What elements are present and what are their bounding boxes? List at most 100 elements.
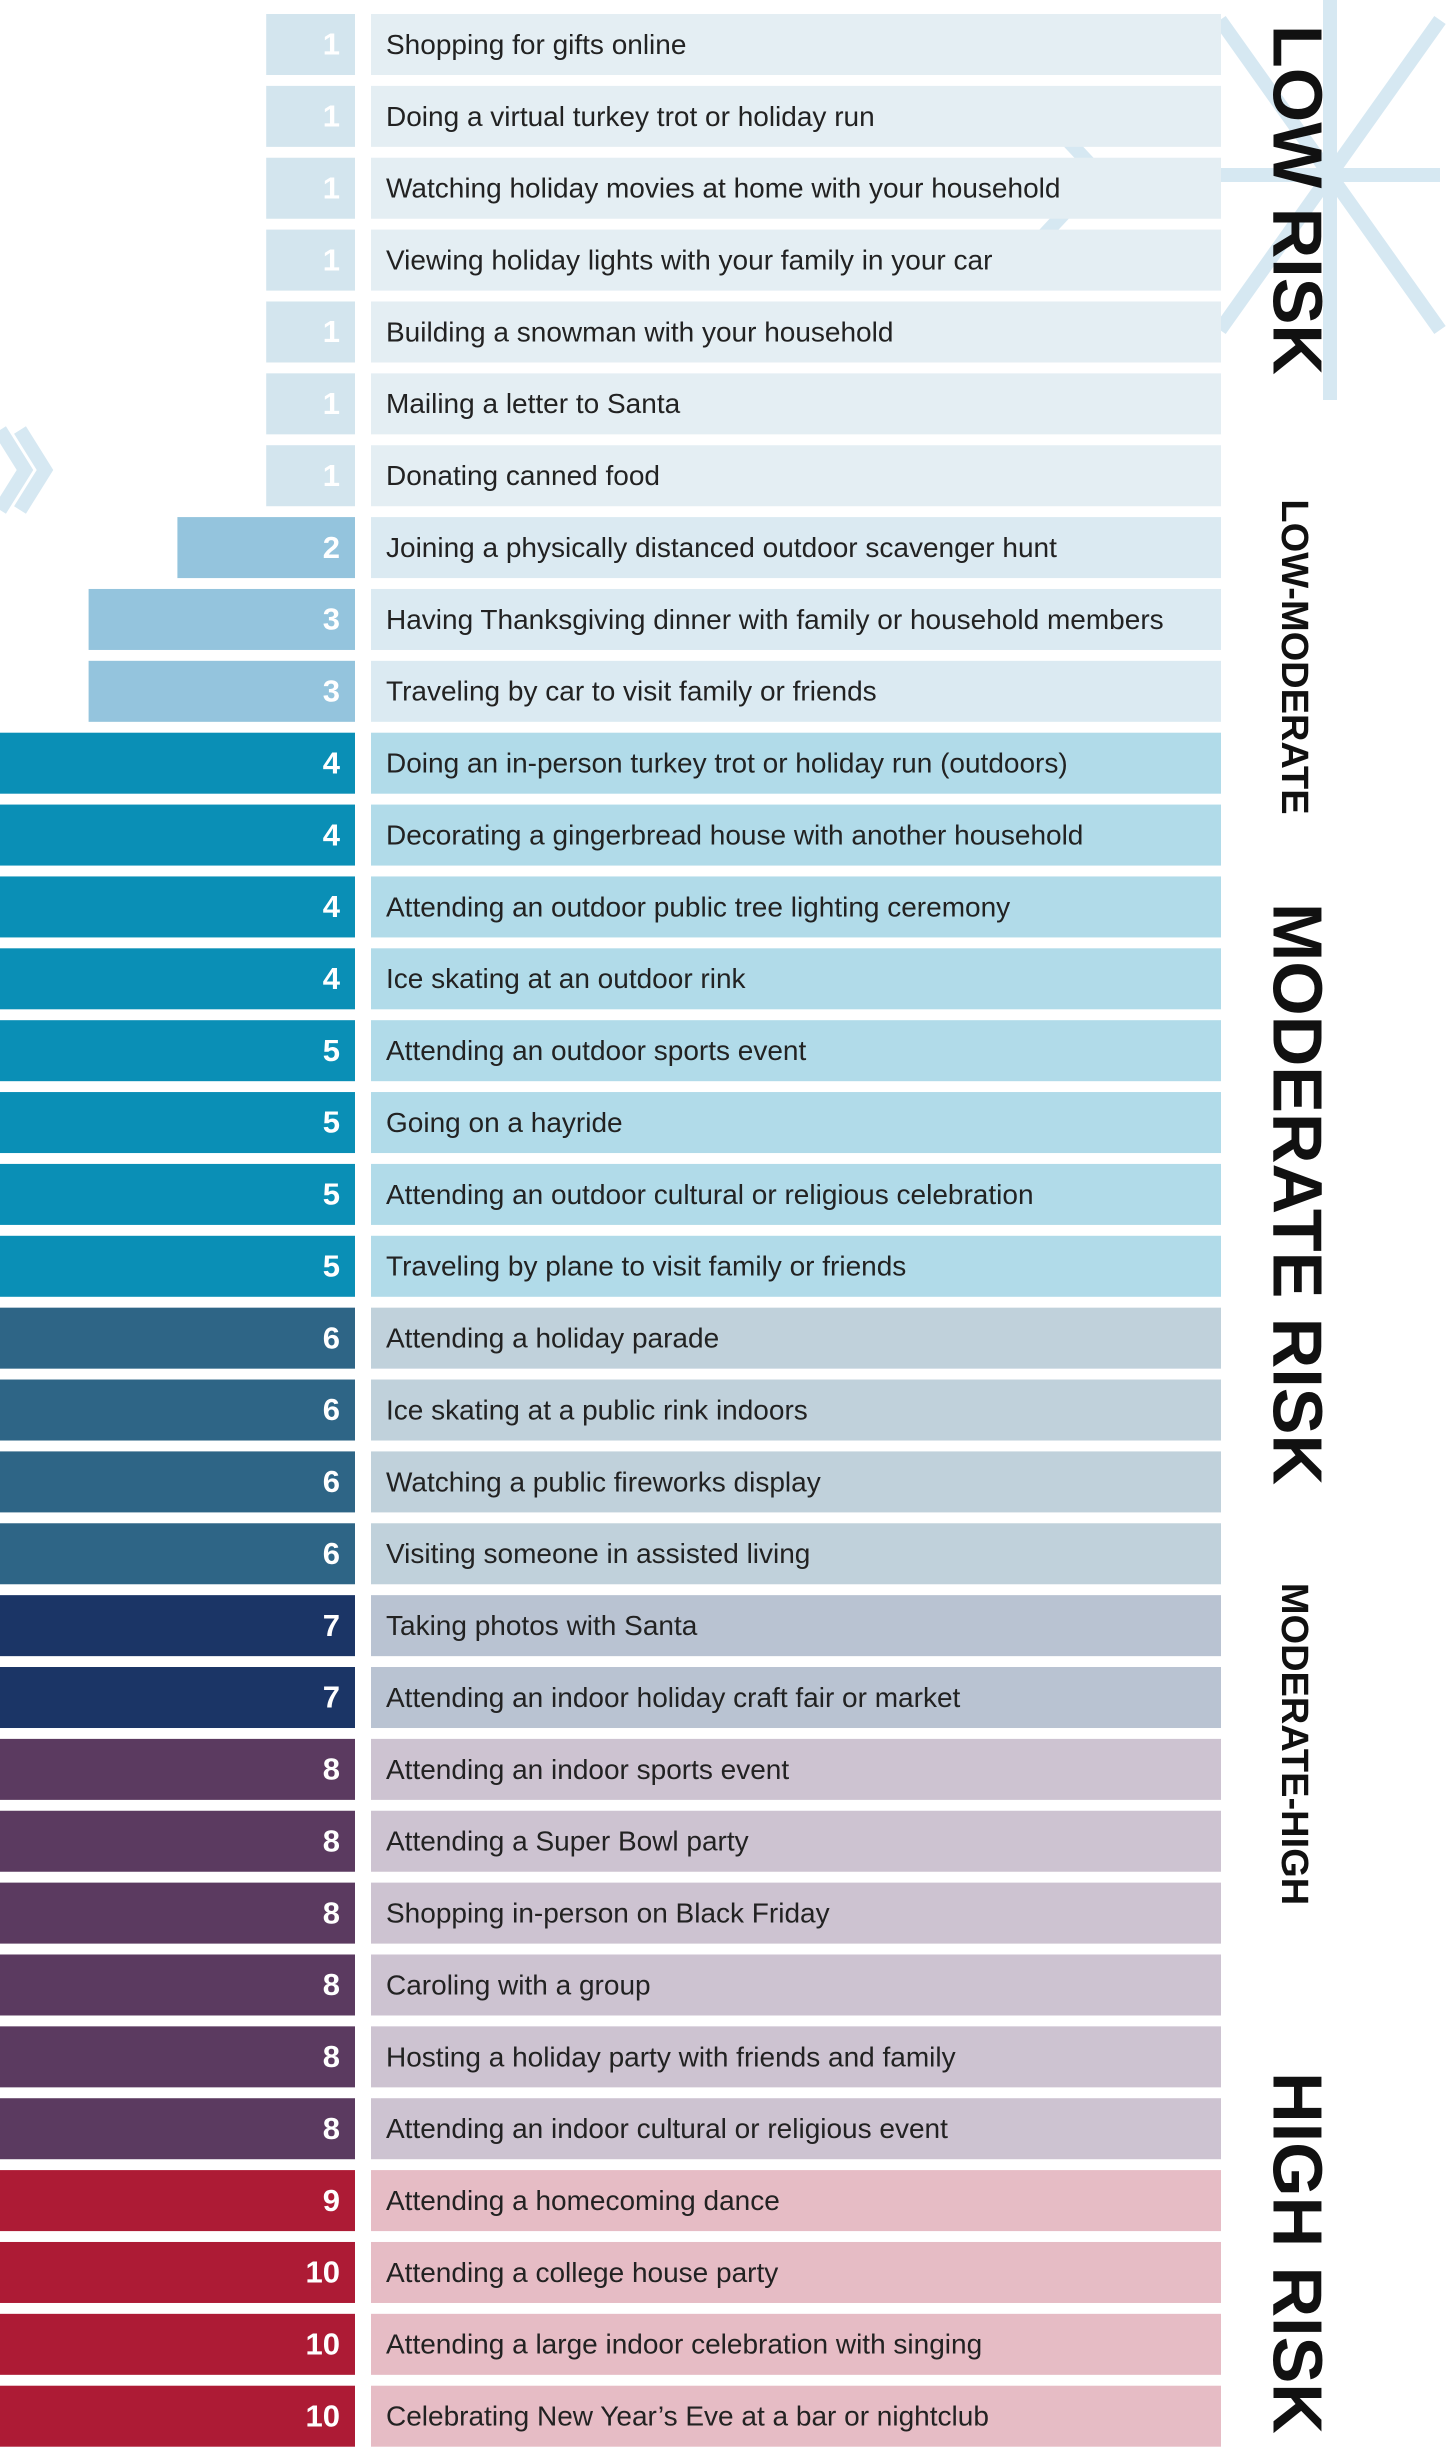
activity-label: Donating canned food bbox=[386, 460, 660, 491]
value-label: 10 bbox=[306, 2255, 340, 2290]
value-label: 4 bbox=[323, 961, 341, 996]
activity-label: Shopping in-person on Black Friday bbox=[386, 1898, 830, 1929]
value-label: 5 bbox=[323, 1177, 340, 1212]
value-label: 1 bbox=[323, 170, 340, 205]
value-label: 1 bbox=[323, 386, 340, 421]
value-label: 1 bbox=[323, 458, 340, 493]
value-label: 5 bbox=[323, 1033, 340, 1068]
activity-label: Taking photos with Santa bbox=[386, 1610, 698, 1641]
bar bbox=[0, 1883, 355, 1944]
value-label: 1 bbox=[323, 99, 340, 134]
value-label: 8 bbox=[323, 2039, 340, 2074]
activity-label: Going on a hayride bbox=[386, 1107, 623, 1138]
activity-label: Shopping for gifts online bbox=[386, 29, 686, 60]
activity-label: Attending an outdoor sports event bbox=[386, 1035, 807, 1066]
chart: 1Shopping for gifts online1Doing a virtu… bbox=[0, 0, 1456, 2448]
bar bbox=[0, 876, 355, 937]
bar bbox=[89, 589, 355, 650]
activity-label: Attending a large indoor celebration wit… bbox=[386, 2329, 982, 2360]
value-label: 10 bbox=[306, 2327, 340, 2362]
bar bbox=[0, 1164, 355, 1225]
value-label: 8 bbox=[323, 2111, 340, 2146]
value-label: 2 bbox=[323, 530, 340, 565]
value-label: 4 bbox=[323, 817, 341, 852]
activity-label: Joining a physically distanced outdoor s… bbox=[386, 532, 1057, 563]
activity-label: Attending an indoor cultural or religiou… bbox=[386, 2113, 948, 2144]
bar bbox=[266, 445, 355, 506]
activity-label: Attending an indoor sports event bbox=[386, 1754, 789, 1785]
activity-label: Watching a public fireworks display bbox=[386, 1466, 821, 1497]
bar bbox=[0, 1811, 355, 1872]
activity-label: Attending a college house party bbox=[386, 2257, 778, 2288]
bar bbox=[266, 14, 355, 75]
value-label: 4 bbox=[323, 889, 341, 924]
activity-label: Celebrating New Year’s Eve at a bar or n… bbox=[386, 2401, 989, 2432]
value-label: 7 bbox=[323, 1608, 340, 1643]
value-label: 1 bbox=[323, 314, 340, 349]
activity-label: Attending an outdoor cultural or religio… bbox=[386, 1179, 1034, 1210]
bar bbox=[0, 1380, 355, 1441]
bar bbox=[0, 1523, 355, 1584]
bar bbox=[0, 2170, 355, 2231]
bar bbox=[0, 1954, 355, 2015]
activity-label: Attending a holiday parade bbox=[386, 1323, 719, 1354]
bar bbox=[266, 158, 355, 219]
activity-label: Attending a Super Bowl party bbox=[386, 1826, 749, 1857]
bar bbox=[0, 1451, 355, 1512]
value-label: 9 bbox=[323, 2183, 340, 2218]
bar bbox=[0, 1092, 355, 1153]
value-label: 3 bbox=[323, 602, 340, 637]
value-label: 8 bbox=[323, 1823, 340, 1858]
activity-label: Building a snowman with your household bbox=[386, 316, 893, 347]
bar bbox=[0, 805, 355, 866]
activity-label: Watching holiday movies at home with you… bbox=[386, 173, 1060, 204]
risk-band-label: LOW RISK bbox=[1259, 25, 1337, 375]
bar bbox=[0, 1667, 355, 1728]
value-label: 7 bbox=[323, 1680, 340, 1715]
activity-label: Visiting someone in assisted living bbox=[386, 1538, 810, 1569]
activity-label: Hosting a holiday party with friends and… bbox=[386, 2041, 956, 2072]
value-label: 5 bbox=[323, 1105, 340, 1140]
bar bbox=[266, 86, 355, 147]
value-label: 1 bbox=[323, 27, 340, 62]
bar bbox=[0, 2242, 355, 2303]
bar bbox=[89, 661, 355, 722]
activity-label: Attending an outdoor public tree lightin… bbox=[386, 891, 1010, 922]
activity-label: Decorating a gingerbread house with anot… bbox=[386, 819, 1083, 850]
bar bbox=[266, 230, 355, 291]
bar bbox=[0, 948, 355, 1009]
value-label: 1 bbox=[323, 242, 340, 277]
value-label: 5 bbox=[323, 1248, 340, 1283]
risk-band-label: HIGH RISK bbox=[1259, 2072, 1337, 2434]
value-label: 6 bbox=[323, 1320, 340, 1355]
value-label: 8 bbox=[323, 1895, 340, 1930]
value-label: 8 bbox=[323, 1752, 340, 1787]
bar bbox=[0, 733, 355, 794]
value-label: 6 bbox=[323, 1464, 340, 1499]
value-label: 6 bbox=[323, 1392, 340, 1427]
bar bbox=[0, 2026, 355, 2087]
bar bbox=[0, 1739, 355, 1800]
activity-label: Having Thanksgiving dinner with family o… bbox=[386, 604, 1164, 635]
activity-label: Attending an indoor holiday craft fair o… bbox=[386, 1682, 961, 1713]
bar bbox=[0, 1595, 355, 1656]
risk-band-label: LOW-MODERATE bbox=[1273, 499, 1315, 814]
bar bbox=[266, 301, 355, 362]
value-label: 8 bbox=[323, 1967, 340, 2002]
bar bbox=[0, 2098, 355, 2159]
activity-label: Viewing holiday lights with your family … bbox=[386, 245, 992, 276]
activity-label: Attending a homecoming dance bbox=[386, 2185, 780, 2216]
bar bbox=[0, 2314, 355, 2375]
bar bbox=[266, 373, 355, 434]
activity-label: Caroling with a group bbox=[386, 1969, 651, 2000]
value-label: 3 bbox=[323, 674, 340, 709]
bar bbox=[0, 1236, 355, 1297]
activity-label: Mailing a letter to Santa bbox=[386, 388, 681, 419]
activity-label: Traveling by plane to visit family or fr… bbox=[386, 1251, 906, 1282]
value-label: 4 bbox=[323, 745, 341, 780]
risk-band-label: MODERATE RISK bbox=[1259, 903, 1337, 1485]
activity-label: Ice skating at a public rink indoors bbox=[386, 1394, 808, 1425]
bar bbox=[0, 1308, 355, 1369]
activity-label: Ice skating at an outdoor rink bbox=[386, 963, 747, 994]
bar bbox=[0, 2386, 355, 2447]
